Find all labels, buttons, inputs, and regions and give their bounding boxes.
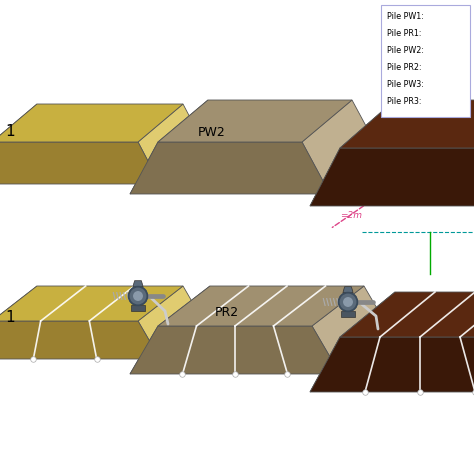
Polygon shape — [0, 321, 160, 359]
Text: PW2: PW2 — [198, 126, 226, 139]
Polygon shape — [310, 148, 474, 206]
Polygon shape — [130, 286, 210, 374]
Polygon shape — [138, 104, 205, 184]
Polygon shape — [340, 100, 474, 148]
Polygon shape — [341, 311, 355, 317]
Polygon shape — [158, 100, 352, 142]
Polygon shape — [340, 292, 474, 337]
Circle shape — [344, 298, 352, 306]
Polygon shape — [0, 104, 37, 184]
Circle shape — [134, 292, 142, 300]
Text: Pile PR2:: Pile PR2: — [387, 63, 422, 72]
Polygon shape — [310, 337, 474, 392]
Text: Pile PW3:: Pile PW3: — [387, 80, 424, 89]
Text: 1: 1 — [5, 310, 15, 325]
Text: Pile PW1:: Pile PW1: — [387, 11, 424, 20]
Text: =2m: =2m — [340, 211, 362, 220]
Polygon shape — [312, 286, 392, 374]
Polygon shape — [0, 286, 183, 321]
Polygon shape — [0, 104, 183, 142]
Text: 1: 1 — [5, 124, 15, 139]
Polygon shape — [158, 286, 364, 326]
Polygon shape — [130, 326, 340, 374]
Text: Pile PR3:: Pile PR3: — [387, 97, 421, 106]
Text: PR2: PR2 — [215, 306, 239, 319]
Polygon shape — [0, 286, 37, 359]
Polygon shape — [131, 305, 145, 311]
Polygon shape — [343, 287, 353, 292]
Circle shape — [338, 292, 357, 311]
Text: Pile PR1:: Pile PR1: — [387, 28, 421, 37]
Polygon shape — [133, 281, 143, 287]
Polygon shape — [310, 100, 395, 206]
Text: Pile PW2:: Pile PW2: — [387, 46, 424, 55]
Polygon shape — [0, 142, 160, 184]
Polygon shape — [138, 286, 205, 359]
Polygon shape — [130, 100, 208, 194]
Polygon shape — [310, 292, 395, 392]
Circle shape — [128, 287, 147, 305]
Polygon shape — [130, 142, 330, 194]
FancyBboxPatch shape — [381, 5, 470, 117]
Polygon shape — [302, 100, 380, 194]
